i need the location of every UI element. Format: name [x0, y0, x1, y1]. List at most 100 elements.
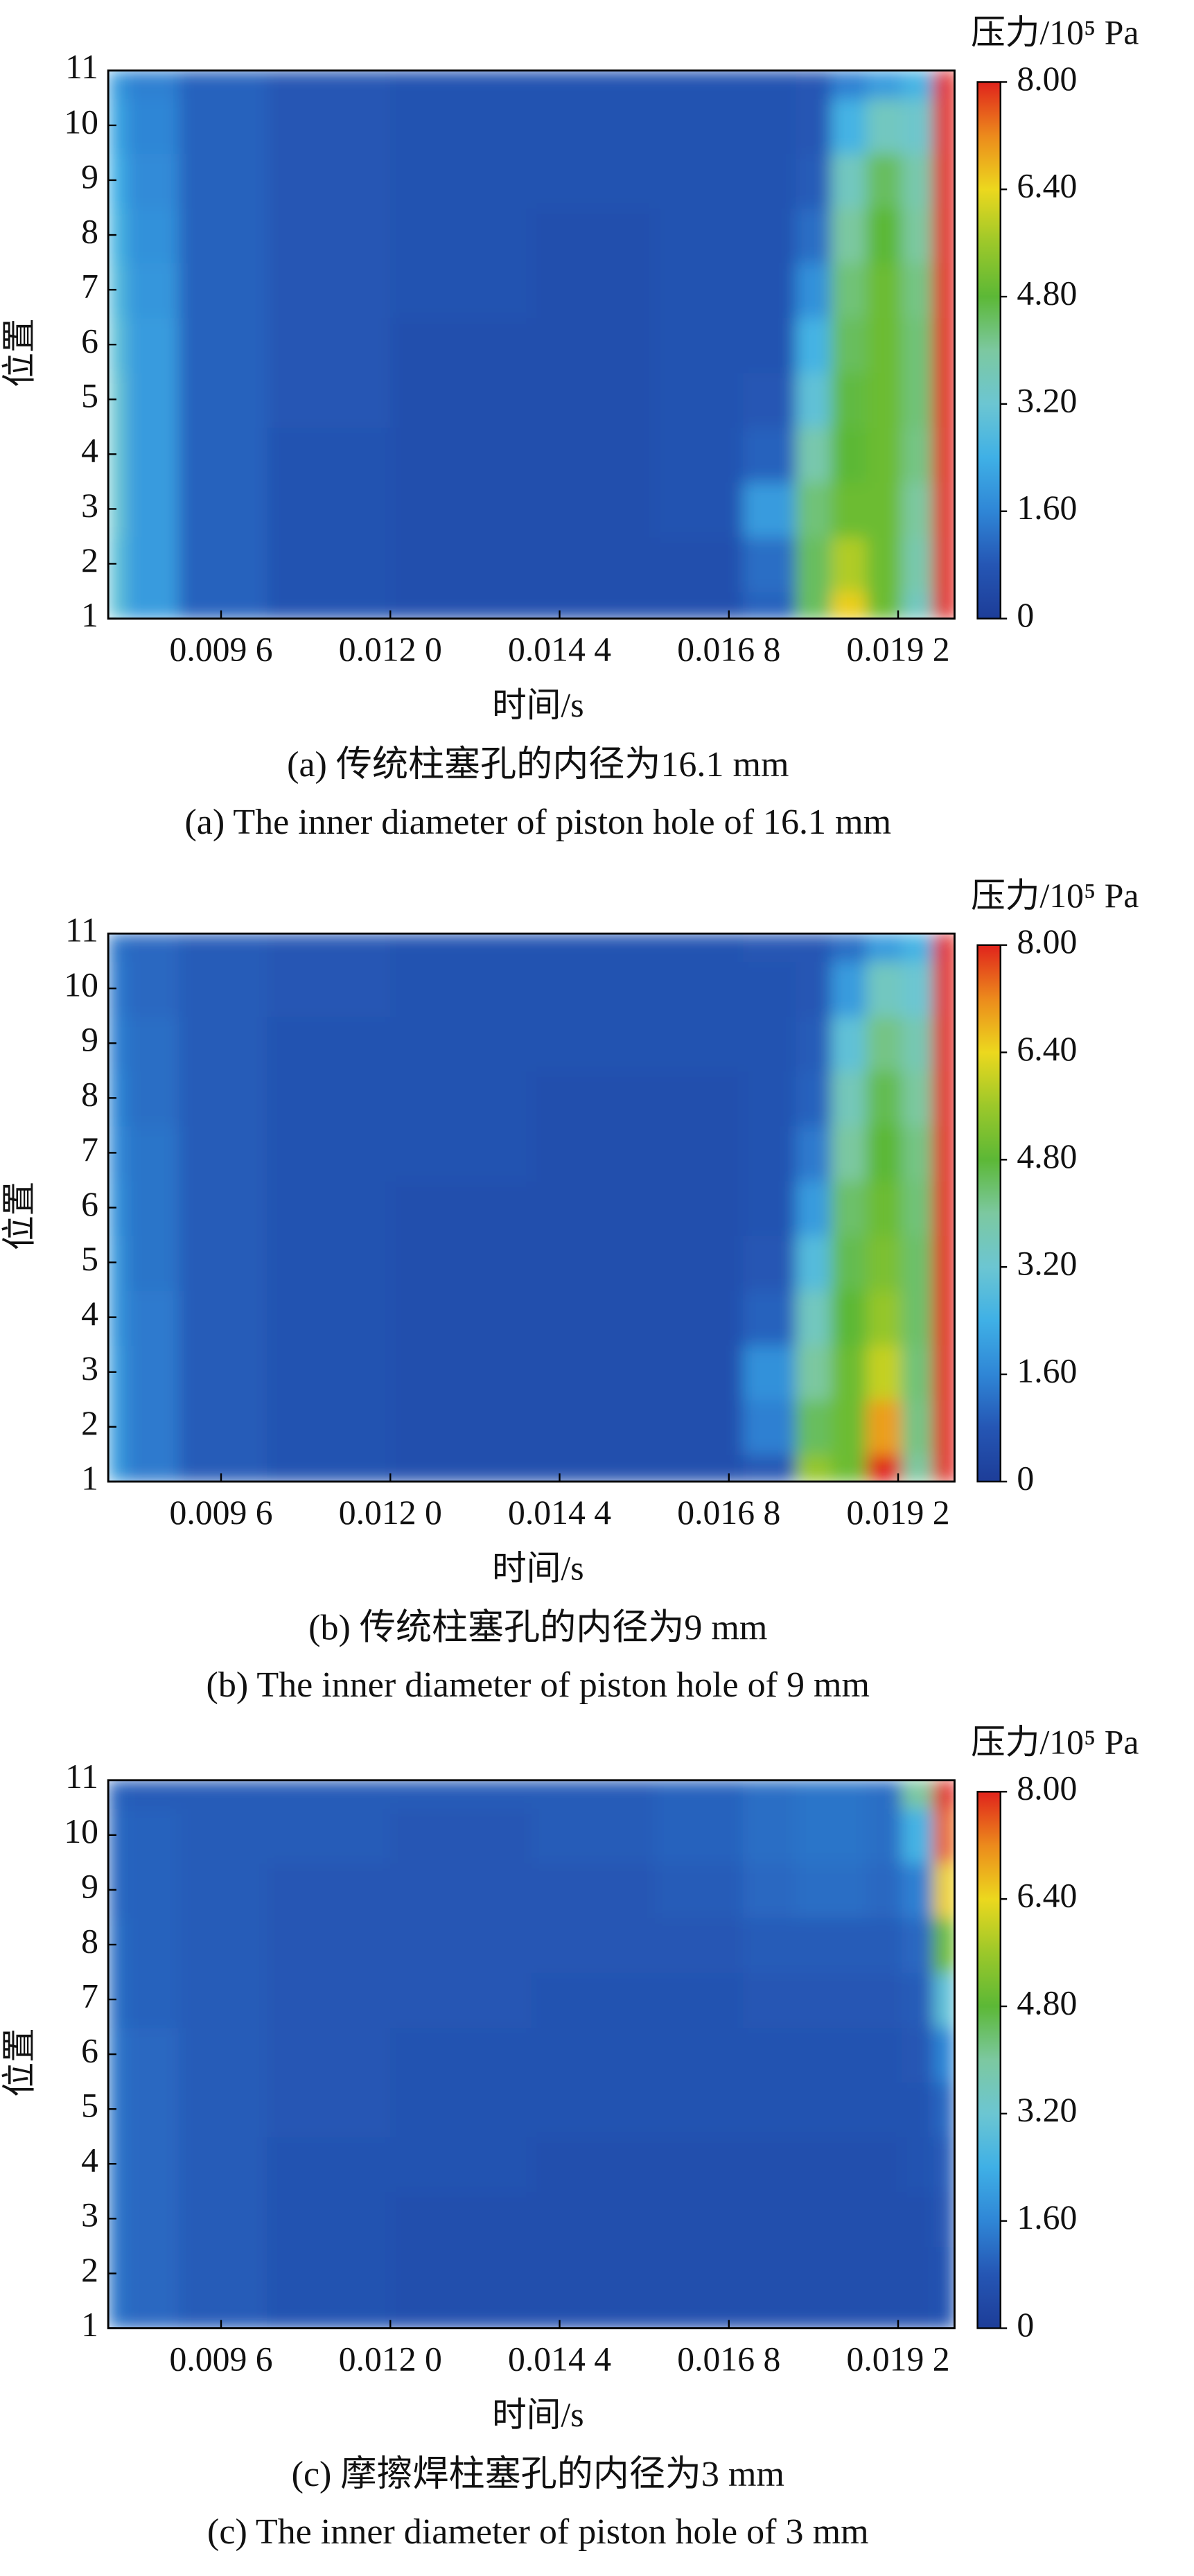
colorbar-tick-label: 0 [1017, 596, 1034, 634]
cell [933, 426, 955, 483]
cell [796, 1235, 832, 1291]
cell [654, 934, 744, 963]
cell [933, 1807, 955, 1864]
cell [531, 1015, 656, 1072]
y-tick-label: 1 [81, 596, 98, 634]
cell [866, 317, 903, 374]
colorbar-tick-label: 4.80 [1017, 1137, 1077, 1175]
cell [866, 2191, 903, 2248]
cell [390, 371, 533, 428]
cell [796, 2026, 832, 2083]
cell [390, 481, 533, 538]
x-tick-label: 0.014 4 [508, 631, 611, 669]
colorbar-title: 压力/10⁵ Pa [971, 13, 1139, 51]
cell [531, 207, 656, 263]
cell [390, 1015, 533, 1072]
cell [390, 591, 533, 619]
y-tick-label: 7 [81, 1130, 98, 1168]
cell [654, 371, 744, 428]
cell [390, 1344, 533, 1401]
y-tick-label: 4 [81, 1295, 98, 1333]
colorbar-tick-label: 0 [1017, 1459, 1034, 1497]
cell [531, 2245, 656, 2302]
cell [933, 317, 955, 374]
cell [125, 1399, 180, 1455]
cell [743, 1344, 797, 1401]
cell [743, 1290, 797, 1346]
cell [125, 1344, 180, 1401]
cell [178, 1807, 268, 1864]
cell [654, 2026, 744, 2083]
cell [178, 207, 268, 263]
cell [125, 1862, 180, 1918]
cell [390, 262, 533, 319]
cell [531, 152, 656, 209]
cell [866, 934, 903, 963]
cell [743, 152, 797, 209]
y-tick-label: 7 [81, 268, 98, 306]
cell [531, 934, 656, 963]
cell [933, 2081, 955, 2138]
cell [831, 371, 868, 428]
cell [831, 262, 868, 319]
contour-field [108, 934, 955, 1482]
cell [654, 481, 744, 538]
cell [866, 2136, 903, 2193]
cell [796, 98, 832, 154]
cell [654, 1807, 744, 1864]
y-tick-label: 1 [81, 1459, 98, 1497]
cell [866, 536, 903, 593]
cell [743, 70, 797, 99]
y-tick-label: 10 [64, 103, 98, 141]
cell [933, 481, 955, 538]
cell [125, 2136, 180, 2193]
cell [743, 2136, 797, 2193]
cell [654, 207, 744, 263]
cell [267, 2026, 392, 2083]
cell [902, 1454, 935, 1482]
cell [933, 1344, 955, 1401]
cell [178, 536, 268, 593]
cell [267, 426, 392, 483]
cell [831, 1862, 868, 1918]
cell [866, 1344, 903, 1401]
cell [108, 70, 128, 99]
cell [125, 1290, 180, 1346]
cell [796, 70, 832, 99]
cell [531, 1454, 656, 1482]
cell [743, 536, 797, 593]
cell [866, 1972, 903, 2029]
cell [796, 1344, 832, 1401]
cell [902, 1399, 935, 1455]
cell [390, 1399, 533, 1455]
cell [531, 1180, 656, 1236]
cell [267, 1917, 392, 1973]
y-tick-label: 5 [81, 2087, 98, 2125]
cell [654, 1399, 744, 1455]
cell [178, 961, 268, 1017]
y-tick-label: 9 [81, 157, 98, 195]
cell [796, 1070, 832, 1127]
cell [654, 98, 744, 154]
cell [831, 591, 868, 619]
cell [531, 1235, 656, 1291]
cell [390, 2026, 533, 2083]
cell [831, 1180, 868, 1236]
y-axis-title: 位置 [1, 318, 39, 387]
caption-en: (c) The inner diameter of piston hole of… [207, 2512, 869, 2552]
cell [531, 317, 656, 374]
cell [531, 481, 656, 538]
cell [654, 1125, 744, 1182]
cell [866, 152, 903, 209]
cell [866, 1454, 903, 1482]
cell [531, 961, 656, 1017]
cell [390, 2081, 533, 2138]
cell [654, 1917, 744, 1973]
cell [866, 1807, 903, 1864]
cell [531, 591, 656, 619]
cell [178, 1780, 268, 1809]
cell [654, 2136, 744, 2193]
cell [267, 152, 392, 209]
cell [267, 1807, 392, 1864]
cell [743, 1862, 797, 1918]
